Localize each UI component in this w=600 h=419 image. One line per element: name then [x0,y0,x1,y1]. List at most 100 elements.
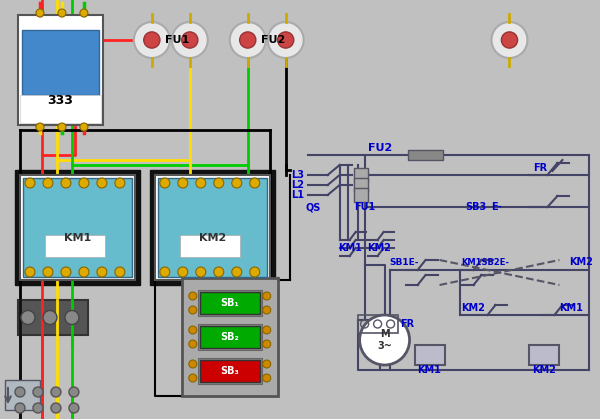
Bar [15,130,295,290]
Text: QS: QS [305,202,321,212]
Bar [529,345,559,365]
Text: SB₃: SB₃ [220,366,239,376]
Text: KM1SB2E-: KM1SB2E- [461,258,509,266]
Text: M
3~: M 3~ [377,329,392,351]
Bar [20,95,101,123]
Bar [155,175,270,280]
Bar [23,178,132,277]
Circle shape [65,310,79,324]
Bar [198,358,262,384]
Text: E-: E- [491,202,502,212]
Text: KM1: KM1 [559,303,583,313]
Text: KM2: KM2 [461,303,485,313]
Circle shape [178,178,188,188]
Circle shape [43,310,57,324]
Circle shape [359,315,410,365]
Circle shape [80,123,88,131]
Circle shape [134,22,170,58]
Circle shape [97,267,107,277]
Circle shape [160,267,170,277]
Circle shape [58,123,66,131]
Bar [407,150,443,160]
Text: KM2: KM2 [532,365,556,375]
Text: SB3: SB3 [466,202,487,212]
Circle shape [196,267,206,277]
Circle shape [268,22,304,58]
Circle shape [196,178,206,188]
Text: KM1: KM1 [64,233,91,243]
Text: L1: L1 [290,190,304,200]
Circle shape [250,267,260,277]
Circle shape [61,178,71,188]
Circle shape [33,387,43,397]
Text: SB₁: SB₁ [220,298,239,308]
Bar [5,380,40,410]
Bar [18,300,88,335]
Text: FU1: FU1 [353,202,375,212]
Text: L3: L3 [290,170,304,180]
Circle shape [115,178,125,188]
Circle shape [263,374,271,382]
Text: SB₂: SB₂ [220,332,239,342]
Bar [353,188,368,202]
Text: SB1E-: SB1E- [389,258,419,266]
Circle shape [15,403,25,413]
Bar [150,170,275,285]
Bar [15,170,140,285]
Circle shape [172,22,208,58]
Circle shape [21,310,35,324]
Circle shape [263,292,271,300]
Circle shape [144,32,160,48]
Circle shape [189,360,197,368]
Text: L2: L2 [290,180,304,190]
Circle shape [15,387,25,397]
Circle shape [43,178,53,188]
Circle shape [61,267,71,277]
Text: KM2: KM2 [569,257,593,267]
Bar [182,278,278,396]
Circle shape [58,9,66,17]
Circle shape [250,178,260,188]
Bar [180,235,240,257]
Text: KM2: KM2 [199,233,226,243]
Text: FU2: FU2 [368,143,392,153]
Circle shape [189,292,197,300]
Circle shape [502,32,518,48]
Bar [198,324,262,350]
Bar [158,178,267,277]
Circle shape [25,267,35,277]
Circle shape [189,340,197,348]
Bar [415,345,445,365]
Bar [353,178,368,192]
Bar [20,175,135,280]
Circle shape [263,340,271,348]
Circle shape [182,32,198,48]
Circle shape [189,306,197,314]
Circle shape [43,267,53,277]
Circle shape [79,178,89,188]
Circle shape [189,374,197,382]
Bar [200,360,260,382]
Circle shape [33,403,43,413]
Bar [200,292,260,314]
Bar [22,30,99,95]
Circle shape [80,9,88,17]
Circle shape [214,267,224,277]
Bar [200,326,260,348]
Circle shape [263,360,271,368]
Bar [45,235,105,257]
Circle shape [25,178,35,188]
Circle shape [69,387,79,397]
Text: KM1: KM1 [418,365,442,375]
Text: FU1: FU1 [165,35,189,45]
Bar [198,290,262,316]
Circle shape [239,32,256,48]
Circle shape [51,403,61,413]
Circle shape [232,267,242,277]
Text: FR: FR [533,163,548,173]
Text: 333: 333 [47,93,73,106]
Text: KM1: KM1 [338,243,362,253]
Text: FR: FR [401,319,415,329]
Circle shape [36,123,44,131]
Circle shape [36,9,44,17]
